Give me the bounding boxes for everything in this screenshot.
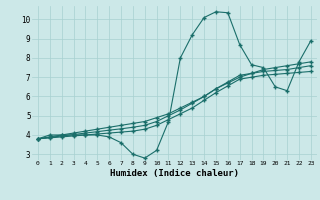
X-axis label: Humidex (Indice chaleur): Humidex (Indice chaleur) bbox=[110, 169, 239, 178]
